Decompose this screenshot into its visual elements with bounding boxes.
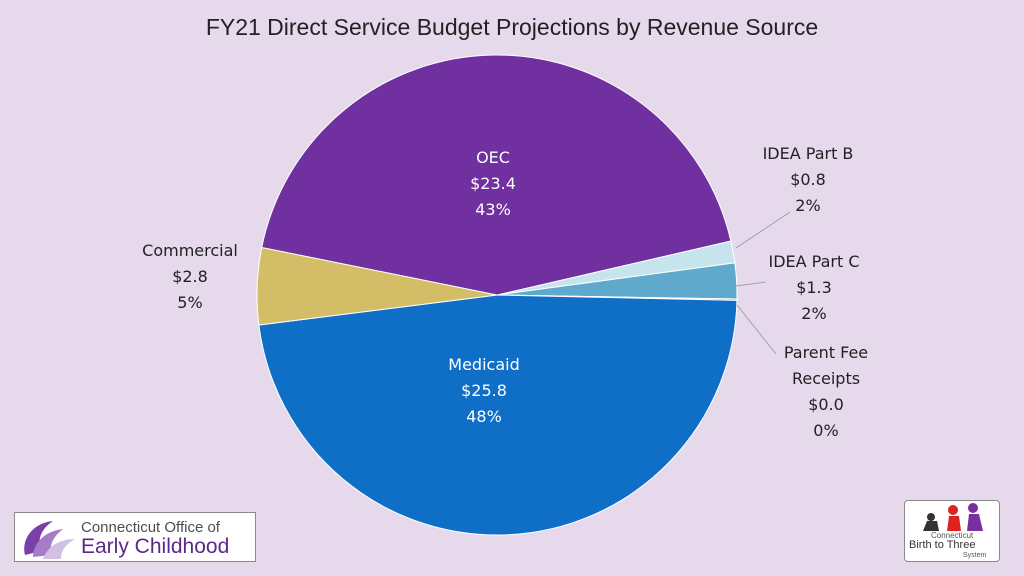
children-icon [923, 503, 983, 531]
data-label-line: $23.4 [470, 174, 516, 193]
data-label-line: 2% [801, 304, 826, 323]
birth-to-three-line2: Birth to Three [909, 539, 976, 551]
data-label-line: Commercial [142, 241, 238, 260]
data-label-parent-fee-receipts: Parent Fee Receipts $0.0 0% [784, 343, 868, 440]
data-label-line: 0% [813, 421, 838, 440]
data-label-line: IDEA Part C [768, 252, 859, 271]
data-label-idea-part-b: IDEA Part B $0.8 2% [763, 144, 854, 215]
birth-to-three-logo: Connecticut Birth to Three System [904, 500, 1000, 562]
oec-logo: Connecticut Office of Early Childhood [14, 512, 256, 562]
data-label-line: Medicaid [448, 355, 519, 374]
data-label-line: $25.8 [461, 381, 507, 400]
data-label-medicaid: Medicaid $25.8 48% [448, 355, 519, 426]
data-labels: IDEA Part B $0.8 2% IDEA Part C $1.3 2% Parent… [142, 144, 868, 440]
leader-line-parent-fee-receipts [736, 304, 777, 355]
data-label-line: OEC [476, 148, 510, 167]
leader-line-idea-part-b [735, 211, 791, 249]
pie-slice-oec [261, 54, 732, 296]
data-label-line: Receipts [792, 369, 860, 388]
data-label-line: $0.8 [790, 170, 826, 189]
data-label-line: 5% [177, 293, 202, 312]
birth-to-three-line1: Connecticut [931, 531, 974, 540]
data-label-line: 2% [795, 196, 820, 215]
data-label-commercial: Commercial $2.8 5% [142, 241, 238, 312]
chart-title: FY21 Direct Service Budget Projections b… [205, 14, 819, 40]
oec-logo-line2: Early Childhood [81, 535, 230, 558]
data-label-line: 48% [466, 407, 502, 426]
data-label-oec: OEC $23.4 43% [470, 148, 516, 219]
data-label-line: $2.8 [172, 267, 208, 286]
oec-logo-line1: Connecticut Office of [81, 519, 220, 536]
data-label-line: $0.0 [808, 395, 844, 414]
leader-lines [735, 211, 791, 355]
data-label-idea-part-c: IDEA Part C $1.3 2% [768, 252, 859, 323]
data-label-line: Parent Fee [784, 343, 868, 362]
data-label-line: $1.3 [796, 278, 832, 297]
pie-slices [256, 54, 738, 536]
data-label-line: IDEA Part B [763, 144, 854, 163]
hands-icon [24, 521, 75, 559]
pie-slice-medicaid [258, 294, 738, 536]
birth-to-three-line3: System [963, 552, 987, 559]
leader-line-idea-part-c [735, 281, 767, 287]
data-label-line: 43% [475, 200, 511, 219]
